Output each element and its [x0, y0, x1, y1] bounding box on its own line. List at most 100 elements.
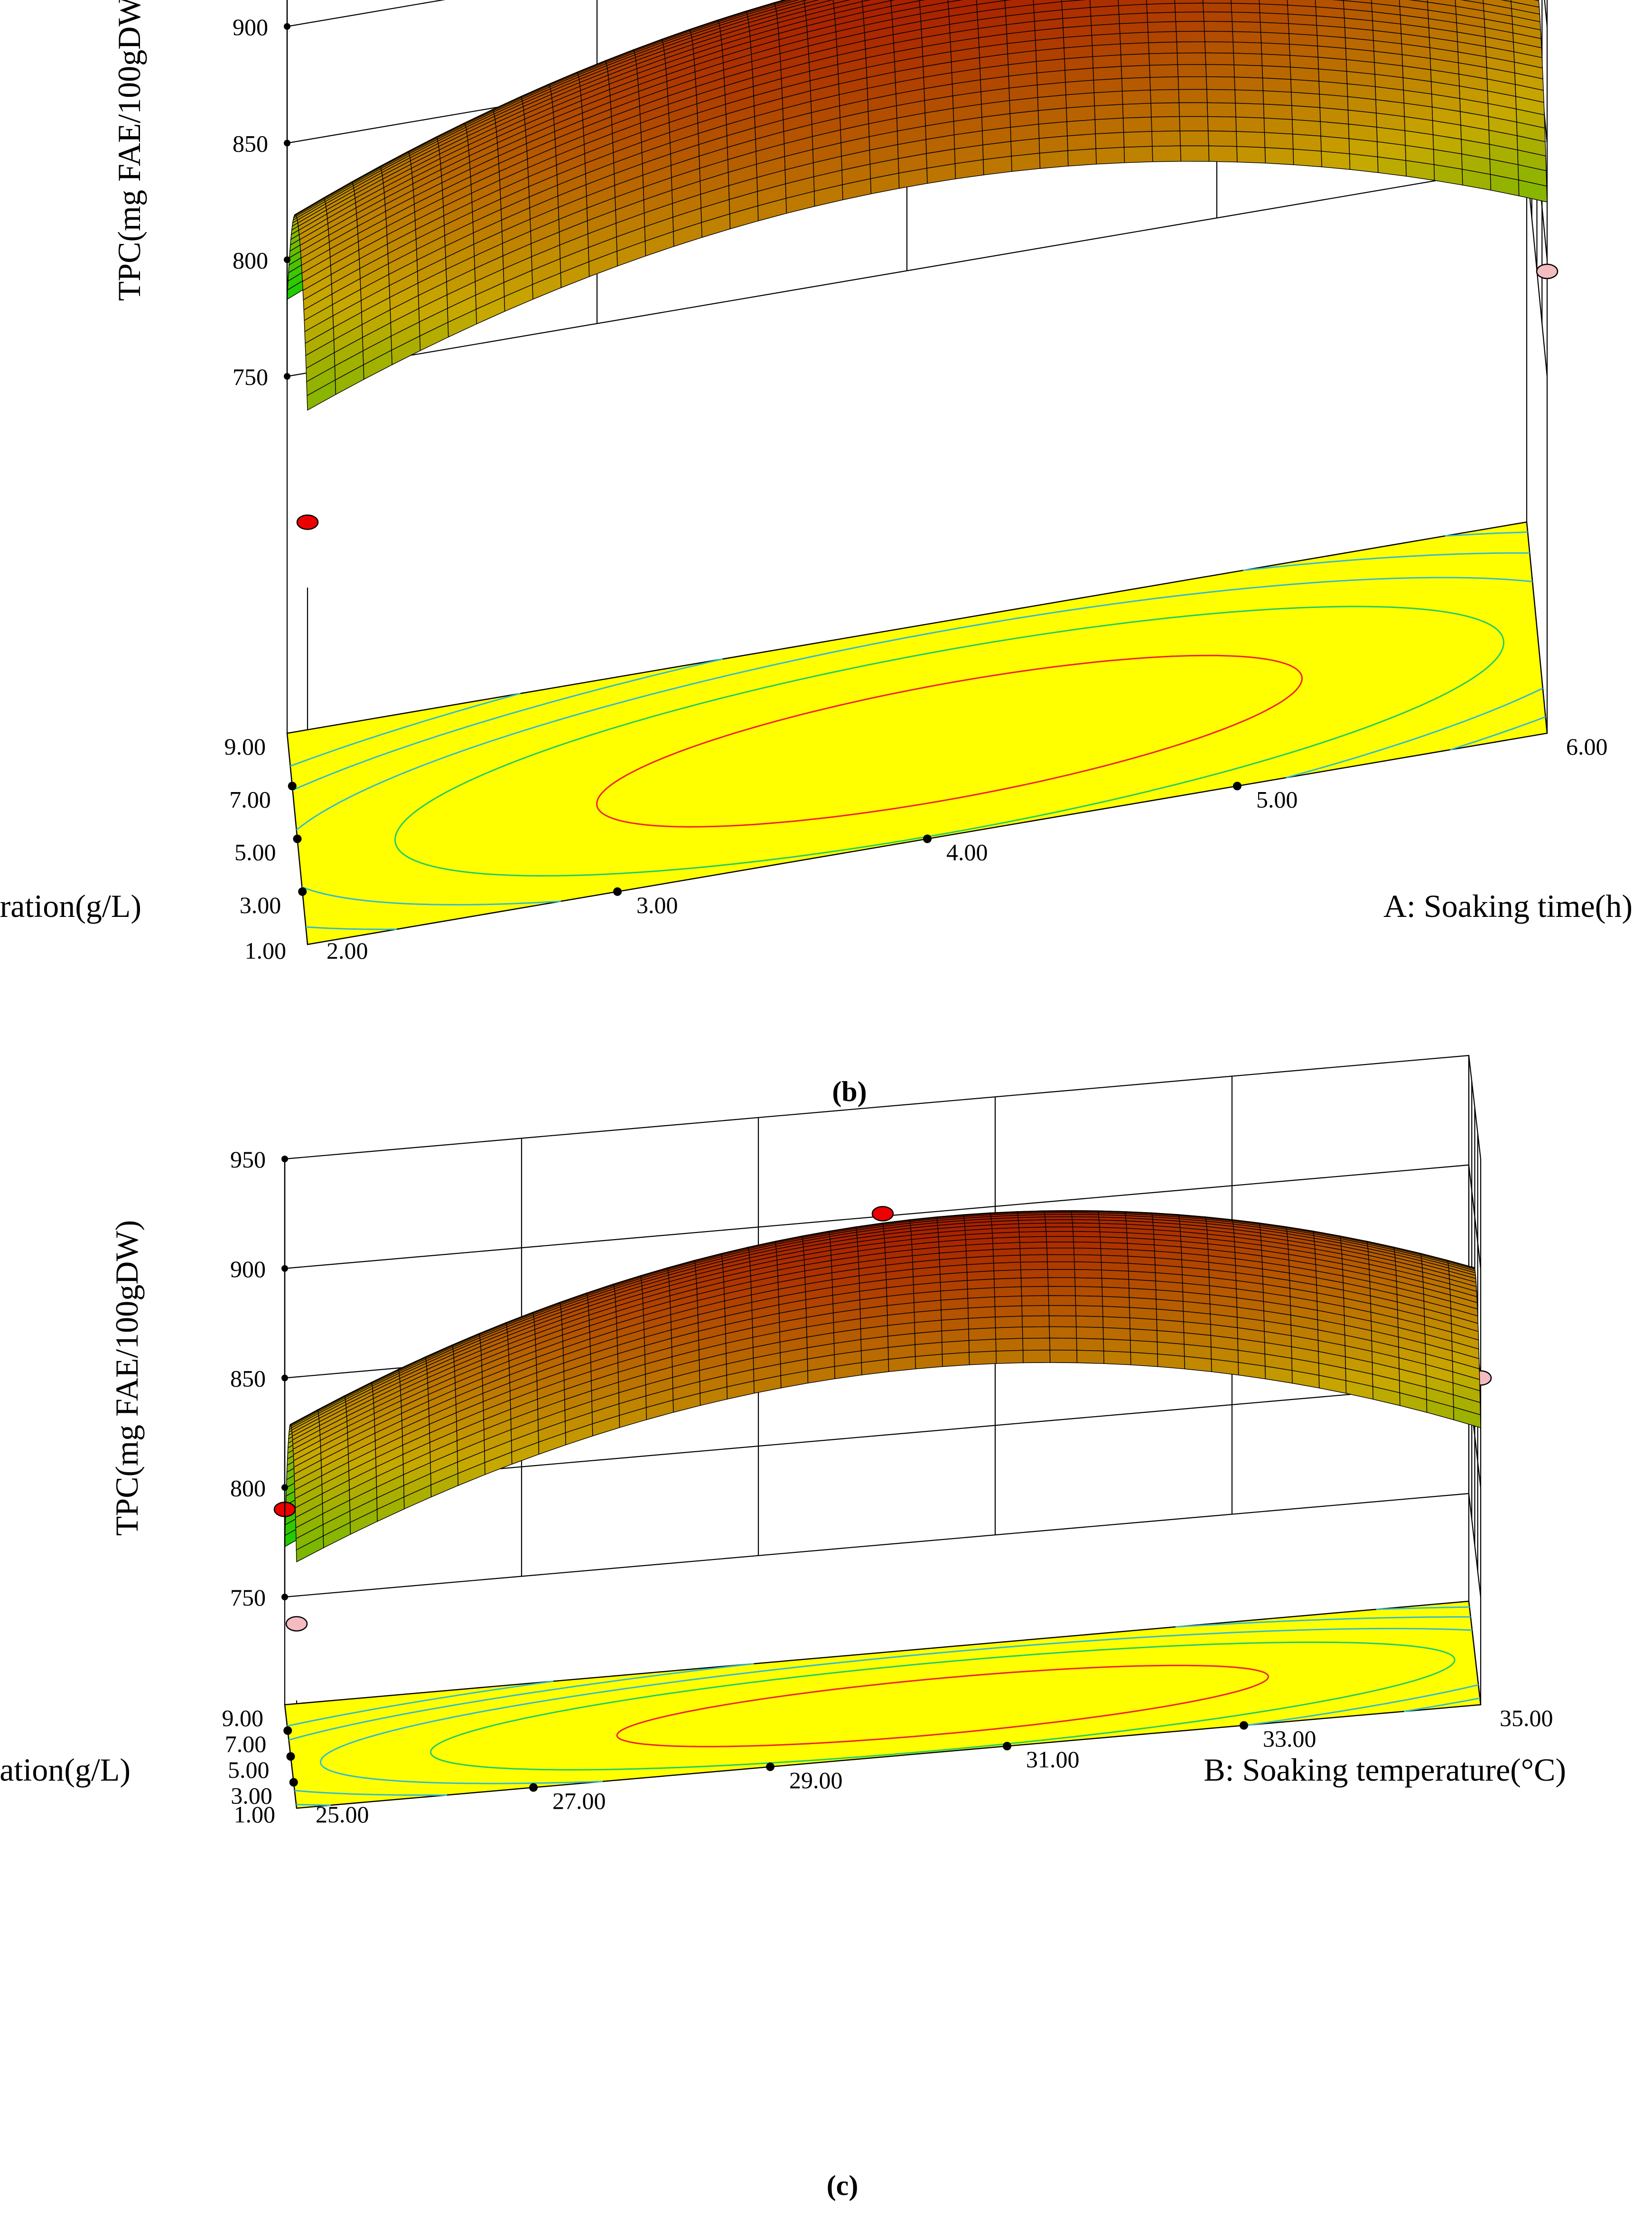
surface-facet: [1118, 4, 1148, 15]
panel-c: 750 800 850 900 950 1.003.005.007.009.00 25.00…: [0, 1055, 1566, 1828]
wall-gridline-z: [284, 1493, 1482, 1598]
surface-facet: [1073, 1236, 1101, 1243]
surface-facet: [1022, 1337, 1050, 1351]
surface-facet: [1179, 116, 1209, 131]
contour-line: [296, 577, 1543, 906]
z-tick-dot: [281, 1594, 288, 1600]
surface-facet: [307, 379, 336, 411]
surface-facet: [1019, 1236, 1047, 1243]
surface-facet: [1047, 1277, 1076, 1287]
surface-facet: [1049, 1349, 1078, 1363]
design-points-above: [296, 514, 319, 530]
surface-facet: [1232, 31, 1262, 44]
z-tick-dot: [281, 1374, 288, 1382]
surface-facet: [1236, 146, 1266, 164]
surface-facet: [995, 1326, 1023, 1340]
surface-facet: [1203, 11, 1233, 22]
y-axis-title: C: Sucrose concentration(g/L): [0, 1752, 131, 1788]
y-tick-label: 7.00: [229, 786, 271, 812]
y-tick-dot: [288, 782, 297, 791]
x-tick-label: 35.00: [1500, 1705, 1553, 1731]
surface-facet: [1092, 54, 1122, 69]
surface-facet: [1148, 41, 1178, 54]
surface-facet: [1075, 1295, 1103, 1307]
y-tick-label: 5.00: [234, 839, 276, 866]
surface-facet: [1047, 1269, 1075, 1279]
surface-facet: [1234, 89, 1264, 105]
surface-facet: [1073, 1254, 1102, 1263]
surface-facet: [1289, 44, 1319, 58]
surface-facet: [1149, 76, 1179, 91]
surface-facet: [1180, 145, 1210, 162]
axis-titles: TPC(mg FAE/100gDW) C: Sucrose concentrati…: [0, 0, 1633, 924]
surface-facet: [1075, 1326, 1104, 1340]
y-tick-label: 1.00: [234, 1801, 276, 1828]
surface-facet: [1046, 1242, 1074, 1249]
surface-facet: [941, 1328, 970, 1343]
surface-facet: [1150, 102, 1180, 118]
surface-facet: [1235, 103, 1265, 119]
surface-facet: [1206, 89, 1236, 104]
surface-facet: [915, 1354, 943, 1370]
surface-facet: [1262, 77, 1292, 93]
surface-facet: [1066, 105, 1096, 122]
surface-facet: [1091, 33, 1121, 46]
surface-facet: [1019, 1242, 1047, 1249]
surface-facet: [1175, 21, 1205, 32]
z-tick-label: 750: [230, 1584, 266, 1611]
surface-facet: [1020, 1269, 1048, 1279]
surface-facet: [1204, 41, 1234, 54]
surface-facet: [1207, 131, 1237, 147]
surface-facet: [1021, 1286, 1049, 1297]
axis-titles: TPC(mg FAE/100gDW) C: Sucrose concentrati…: [0, 1220, 1566, 1788]
surface-facet: [1262, 90, 1292, 106]
surface-facet: [1377, 156, 1407, 177]
surface-facet: [1039, 150, 1069, 169]
floor-plane: [286, 521, 1548, 945]
surface-facet: [1046, 1236, 1074, 1242]
surface-facet: [994, 1278, 1022, 1289]
surface-facet: [1048, 1305, 1076, 1317]
surface-facet: [1290, 66, 1319, 82]
surface-facet: [1094, 104, 1124, 120]
surface-facet: [1020, 1277, 1049, 1288]
surface-facet: [1046, 1254, 1075, 1262]
y-tick-label: 9.00: [222, 1705, 264, 1731]
surface-facet: [1120, 53, 1150, 67]
surface-facet: [1129, 1317, 1157, 1331]
surface-facet: [1129, 1340, 1158, 1354]
x-tick-dot: [1003, 1742, 1011, 1751]
surface-facet: [1292, 133, 1322, 152]
surface-facet: [1205, 64, 1235, 78]
z-tick-label: 900: [233, 14, 268, 40]
surface-facet: [1094, 118, 1124, 134]
surface-facet: [995, 1338, 1024, 1352]
surface-facet: [1075, 1316, 1104, 1328]
surface-facet: [1206, 102, 1236, 118]
surface-facet: [1260, 42, 1290, 56]
surface-facet: [1103, 1350, 1131, 1365]
x-tick-dot: [529, 1783, 538, 1792]
surface-facet: [1233, 53, 1263, 66]
x-tick-label: 5.00: [1256, 786, 1298, 812]
z-tick-label: 800: [230, 1475, 266, 1501]
surface-facet: [1046, 1247, 1074, 1255]
x-tick-label: 2.00: [327, 937, 368, 964]
x-tick-dot: [923, 834, 932, 843]
x-tick-dot: [766, 1762, 775, 1771]
surface-facet: [1021, 1305, 1050, 1317]
surface-facet: [983, 156, 1012, 176]
surface-facet: [1264, 132, 1294, 149]
surface-facet: [1264, 147, 1294, 165]
z-tick-dot: [281, 1265, 288, 1272]
surface-facet: [1176, 41, 1206, 54]
surface-facet: [967, 1287, 995, 1299]
surface-facet: [1259, 3, 1288, 15]
surface-facet: [1121, 77, 1151, 92]
surface-facet: [1260, 22, 1289, 34]
contour-floor: [286, 521, 1548, 945]
surface-facet: [1261, 65, 1291, 80]
surface-facet: [1076, 1338, 1104, 1352]
x-tick-label: 4.00: [946, 839, 988, 866]
surface-facet: [1074, 1286, 1103, 1297]
